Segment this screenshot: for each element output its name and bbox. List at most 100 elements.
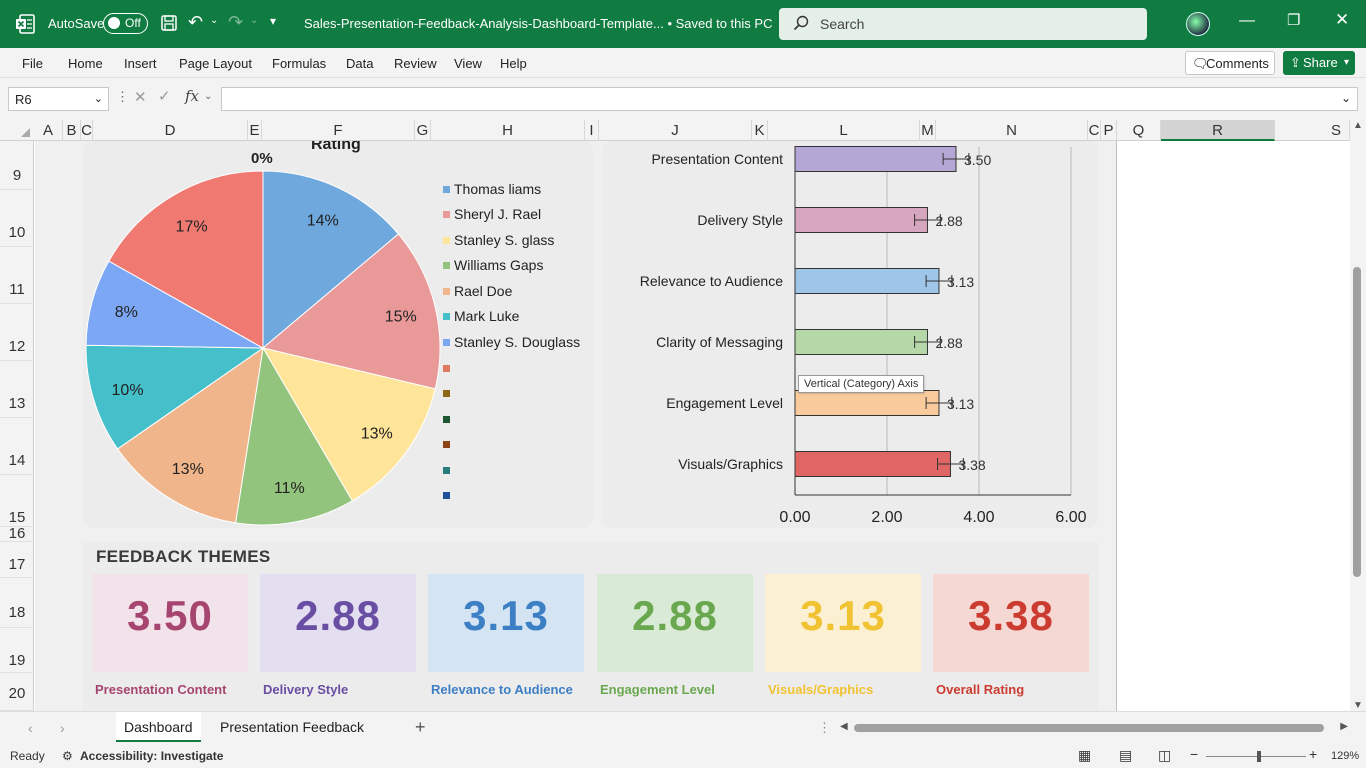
document-title[interactable]: Sales-Presentation-Feedback-Analysis-Das… [304,16,787,32]
horizontal-scrollbar[interactable]: ◀ ▶ [840,721,1348,735]
row-header[interactable]: 12 [0,304,34,361]
bar-chart-card[interactable]: 0.00 2.00 4.00 6.00 Presentation Content 3.50… [602,141,1098,528]
search-box[interactable]: Search [779,8,1147,40]
tab-dashboard[interactable]: Dashboard [116,712,201,742]
page-layout-view-icon[interactable]: ▤ [1119,747,1133,763]
zoom-out-icon[interactable]: − [1190,746,1199,762]
pie-slice[interactable] [85,344,265,450]
redo-icon[interactable]: ↷ [228,12,244,32]
column-header[interactable]: B [63,120,81,141]
zoom-slider-thumb[interactable] [1257,751,1261,762]
row-header[interactable]: 18 [0,578,34,628]
scroll-thumb[interactable] [1353,267,1361,577]
insert-function-icon[interactable]: fx [185,87,200,105]
close-icon[interactable]: ✕ [1335,10,1350,29]
menu-help[interactable]: Help [500,56,527,71]
comments-button[interactable]: 🗨 Comments [1185,51,1275,75]
more-icon[interactable]: ⋮ [116,89,129,104]
name-box[interactable]: R6 ⌄ [8,87,109,111]
column-header[interactable]: E [248,120,262,141]
column-header[interactable]: Q [1117,120,1161,141]
pie-chart[interactable]: 14% 15% 13% 11% 13% 10% 8% 17% [83,141,593,528]
share-button[interactable]: ⇪ Share ▾ [1283,51,1355,75]
normal-view-icon[interactable]: ▦ [1078,747,1092,763]
scroll-up-icon[interactable]: ▲ [1353,120,1363,131]
scroll-left-icon[interactable]: ◀ [840,721,848,732]
zoom-in-icon[interactable]: + [1309,746,1318,762]
column-header[interactable]: P [1101,120,1117,141]
menu-data[interactable]: Data [346,56,374,71]
pie-slice[interactable] [262,170,400,350]
menu-file[interactable]: File [22,56,43,71]
column-header[interactable]: F [262,120,415,141]
scroll-down-icon[interactable]: ▼ [1353,700,1363,711]
menu-review[interactable]: Review [394,56,437,71]
column-header[interactable]: A [34,120,63,141]
bar[interactable] [794,146,957,172]
column-header[interactable]: C [81,120,93,141]
row-header[interactable]: 11 [0,247,34,304]
menu-formulas[interactable]: Formulas [272,56,327,71]
prev-sheet-icon[interactable]: ‹ [28,720,33,736]
account-avatar[interactable] [1186,12,1210,36]
column-header[interactable]: M [920,120,936,141]
row-header[interactable]: 15 [0,475,34,527]
bar[interactable] [794,207,928,233]
pie-slice[interactable] [108,170,264,349]
row-header[interactable]: 10 [0,190,34,247]
column-header[interactable]: J [599,120,752,141]
expand-formula-icon[interactable]: ⌄ [1340,91,1351,105]
column-header[interactable]: S [1275,120,1350,141]
select-all-button[interactable] [0,120,34,141]
customize-toolbar-icon[interactable]: ▾ [270,14,277,28]
tab-presentation-feedback[interactable]: Presentation Feedback [212,712,372,742]
pie-chart-card[interactable]: Rating 0% 14% 15% 13% 11% 13% 10% 8% 17% Thomas… [83,141,593,528]
add-sheet-icon[interactable]: + [415,717,426,737]
save-icon[interactable] [160,14,178,35]
menu-view[interactable]: View [454,56,482,71]
row-header[interactable]: 13 [0,361,34,418]
column-header[interactable]: K [752,120,768,141]
menu-insert[interactable]: Insert [124,56,157,71]
menu-page-layout[interactable]: Page Layout [179,56,253,71]
bar[interactable] [794,451,951,477]
column-header[interactable]: G [415,120,431,141]
next-sheet-icon[interactable]: › [60,720,65,736]
column-header[interactable]: H [431,120,585,141]
row-header[interactable]: 14 [0,418,34,475]
pie-slice[interactable] [261,233,441,390]
chevron-down-icon[interactable]: ⌄ [204,91,213,102]
cancel-icon[interactable]: ✕ [134,89,147,106]
redo-dropdown-icon[interactable]: ⌄ [250,15,259,26]
more-icon[interactable]: ⋮ [818,720,831,735]
vertical-scrollbar[interactable]: ▲ ▼ [1350,120,1366,711]
undo-dropdown-icon[interactable]: ⌄ [210,15,219,26]
row-header[interactable]: 16 [0,526,34,542]
enter-icon[interactable]: ✓ [158,88,171,105]
pie-slice[interactable] [116,346,264,524]
bar[interactable] [794,390,940,416]
formula-input[interactable]: ⌄ [221,87,1358,111]
bar[interactable] [794,329,928,355]
column-header[interactable]: C [1088,120,1101,141]
scroll-right-icon[interactable]: ▶ [1340,721,1348,732]
minimize-icon[interactable]: — [1239,12,1255,29]
menu-home[interactable]: Home [68,56,103,71]
scroll-thumb[interactable] [854,724,1324,732]
accessibility-status[interactable]: Accessibility: Investigate [80,749,224,763]
zoom-slider[interactable] [1206,756,1306,757]
page-break-view-icon[interactable]: ◫ [1158,747,1172,763]
zoom-level[interactable]: 129% [1331,750,1360,762]
row-header[interactable]: 17 [0,542,34,578]
restore-icon[interactable]: ❐ [1287,12,1301,29]
accessibility-icon[interactable]: ⚙ [62,749,73,763]
pie-slice[interactable] [261,347,436,502]
row-header[interactable]: 9 [0,141,34,190]
autosave-toggle[interactable]: Off [103,13,148,34]
undo-icon[interactable]: ↶ [188,12,204,32]
bar[interactable] [794,268,940,294]
column-header[interactable]: N [936,120,1088,141]
column-header[interactable]: D [93,120,248,141]
row-header[interactable]: 19 [0,628,34,673]
row-header[interactable]: 20 [0,673,34,711]
